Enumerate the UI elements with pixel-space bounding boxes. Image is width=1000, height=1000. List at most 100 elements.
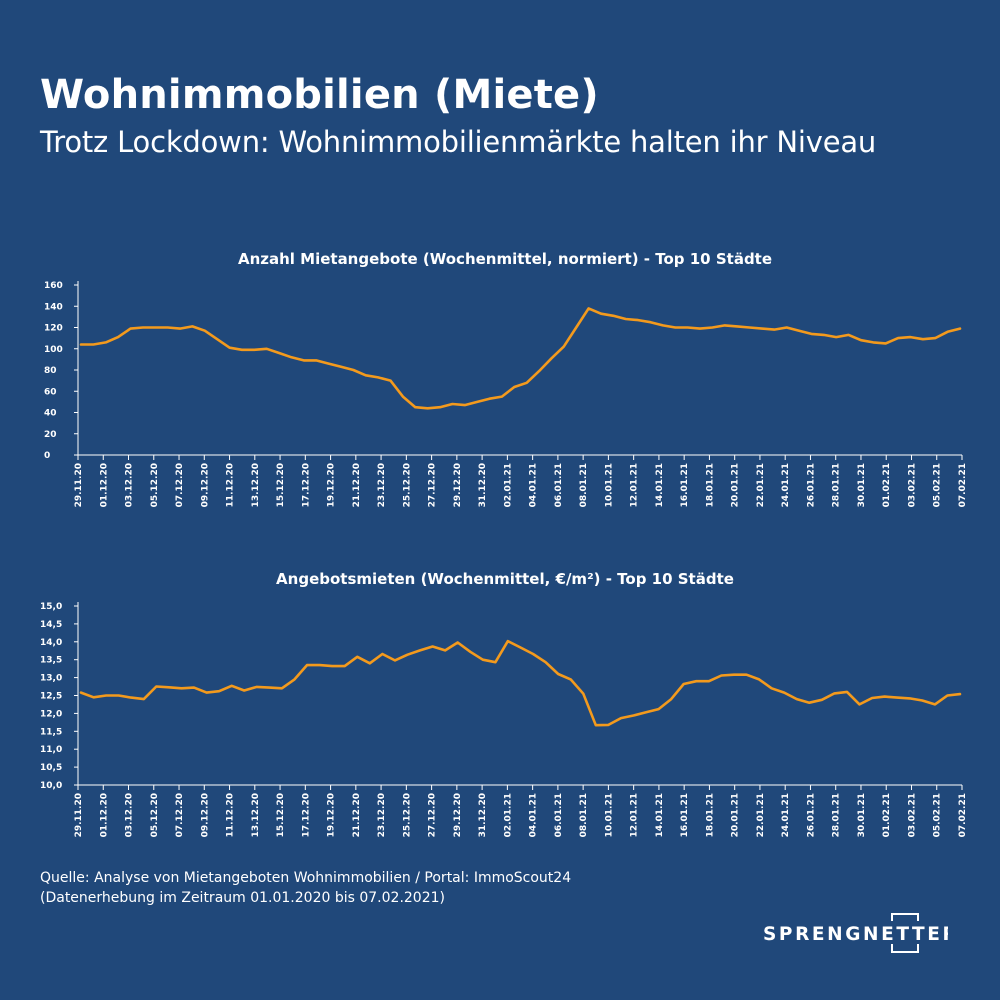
y-tick-label: 140 — [44, 302, 63, 312]
y-tick-label: 100 — [44, 345, 63, 355]
y-tick-label: 13,0 — [40, 674, 62, 684]
source-line-2: (Datenerhebung im Zeitraum 01.01.2020 bi… — [40, 890, 445, 906]
logo-text: SPRENGNETTER — [763, 924, 948, 945]
y-tick-label: 20 — [44, 430, 57, 440]
logo-bracket-top — [891, 913, 919, 921]
x-tick-label: 10.01.21 — [604, 463, 614, 507]
source-line-1: Quelle: Analyse von Mietangeboten Wohnim… — [40, 870, 572, 886]
x-tick-label: 20.01.21 — [731, 793, 741, 837]
x-tick-label: 05.02.21 — [933, 793, 943, 837]
offers-count-chart: Anzahl Mietangebote (Wochenmittel, normi… — [44, 250, 968, 507]
series-line — [79, 639, 962, 727]
x-tick-label: 10.01.21 — [604, 793, 614, 837]
chart-title: Angebotsmieten (Wochenmittel, €/m²) - To… — [276, 570, 734, 588]
x-tick-label: 09.12.20 — [200, 793, 210, 837]
y-tick-label: 12,5 — [40, 692, 62, 702]
x-tick-label: 29.11.20 — [74, 793, 84, 837]
x-tick-label: 30.01.21 — [857, 793, 867, 837]
x-tick-label: 07.12.20 — [175, 793, 185, 837]
x-tick-label: 07.02.21 — [958, 463, 968, 507]
x-tick-label: 25.12.20 — [402, 793, 412, 837]
x-tick-label: 26.01.21 — [806, 793, 816, 837]
x-tick-label: 07.02.21 — [958, 793, 968, 837]
x-tick-label: 16.01.21 — [680, 793, 690, 837]
page-subtitle: Trotz Lockdown: Wohnimmobilienmärkte hal… — [40, 125, 877, 159]
x-tick-label: 01.02.21 — [882, 793, 892, 837]
asking-rents-chart: Angebotsmieten (Wochenmittel, €/m²) - To… — [40, 570, 968, 837]
x-tick-label: 06.01.21 — [554, 463, 564, 507]
y-tick-label: 40 — [44, 409, 57, 419]
x-tick-label: 14.01.21 — [655, 463, 665, 507]
y-tick-label: 0 — [44, 451, 50, 461]
x-tick-label: 13.12.20 — [251, 793, 261, 837]
x-tick-label: 31.12.20 — [478, 793, 488, 837]
chart-title: Anzahl Mietangebote (Wochenmittel, normi… — [238, 250, 772, 268]
sprengnetter-logo: SPRENGNETTER — [763, 913, 948, 953]
x-tick-label: 23.12.20 — [377, 463, 387, 507]
x-tick-label: 15.12.20 — [276, 463, 286, 507]
x-tick-label: 05.12.20 — [150, 463, 160, 507]
x-tick-label: 30.01.21 — [857, 463, 867, 507]
x-tick-label: 11.12.20 — [226, 463, 236, 507]
x-tick-label: 26.01.21 — [806, 463, 816, 507]
y-tick-label: 13,5 — [40, 656, 62, 666]
x-tick-label: 11.12.20 — [226, 793, 236, 837]
page-title: Wohnimmobilien (Miete) — [40, 72, 599, 118]
x-tick-label: 28.01.21 — [832, 793, 842, 837]
y-tick-label: 60 — [44, 387, 57, 397]
x-tick-label: 01.12.20 — [99, 463, 109, 507]
x-tick-label: 08.01.21 — [579, 463, 589, 507]
x-tick-label: 27.12.20 — [428, 793, 438, 837]
y-tick-label: 10,0 — [40, 781, 62, 791]
x-tick-label: 03.12.20 — [125, 463, 135, 507]
x-tick-label: 19.12.20 — [327, 463, 337, 507]
x-tick-label: 04.01.21 — [529, 793, 539, 837]
x-tick-label: 27.12.20 — [428, 463, 438, 507]
x-tick-label: 29.12.20 — [453, 793, 463, 837]
x-tick-label: 13.12.20 — [251, 463, 261, 507]
x-tick-label: 03.02.21 — [907, 463, 917, 507]
x-tick-label: 18.01.21 — [705, 463, 715, 507]
x-tick-label: 17.12.20 — [301, 463, 311, 507]
x-tick-label: 15.12.20 — [276, 793, 286, 837]
x-tick-label: 20.01.21 — [731, 463, 741, 507]
y-tick-label: 160 — [44, 281, 63, 291]
x-tick-label: 29.12.20 — [453, 463, 463, 507]
logo-bracket-bottom — [891, 944, 919, 953]
x-tick-label: 06.01.21 — [554, 793, 564, 837]
x-tick-label: 21.12.20 — [352, 793, 362, 837]
x-tick-label: 07.12.20 — [175, 463, 185, 507]
y-tick-label: 10,5 — [40, 763, 62, 773]
x-tick-label: 05.12.20 — [150, 793, 160, 837]
x-tick-label: 14.01.21 — [655, 793, 665, 837]
x-tick-label: 25.12.20 — [402, 463, 412, 507]
y-tick-label: 14,5 — [40, 620, 62, 630]
y-tick-label: 15,0 — [40, 602, 62, 612]
source-note: Quelle: Analyse von Mietangeboten Wohnim… — [40, 868, 571, 908]
x-tick-label: 22.01.21 — [756, 793, 766, 837]
x-tick-label: 28.01.21 — [832, 463, 842, 507]
x-tick-label: 02.01.21 — [503, 463, 513, 507]
x-tick-label: 01.02.21 — [882, 463, 892, 507]
x-tick-label: 12.01.21 — [630, 793, 640, 837]
x-tick-label: 16.01.21 — [680, 463, 690, 507]
y-tick-label: 11,0 — [40, 745, 62, 755]
x-tick-label: 05.02.21 — [933, 463, 943, 507]
x-tick-label: 29.11.20 — [74, 463, 84, 507]
x-tick-label: 09.12.20 — [200, 463, 210, 507]
x-tick-label: 03.02.21 — [907, 793, 917, 837]
x-tick-label: 23.12.20 — [377, 793, 387, 837]
x-tick-label: 03.12.20 — [125, 793, 135, 837]
y-tick-label: 12,0 — [40, 709, 62, 719]
x-tick-label: 24.01.21 — [781, 793, 791, 837]
y-tick-label: 120 — [44, 324, 63, 334]
x-tick-label: 02.01.21 — [503, 793, 513, 837]
x-tick-label: 21.12.20 — [352, 463, 362, 507]
x-tick-label: 18.01.21 — [705, 793, 715, 837]
x-tick-label: 17.12.20 — [301, 793, 311, 837]
x-tick-label: 22.01.21 — [756, 463, 766, 507]
x-tick-label: 24.01.21 — [781, 463, 791, 507]
x-tick-label: 01.12.20 — [99, 793, 109, 837]
y-tick-label: 80 — [44, 366, 57, 376]
x-tick-label: 12.01.21 — [630, 463, 640, 507]
